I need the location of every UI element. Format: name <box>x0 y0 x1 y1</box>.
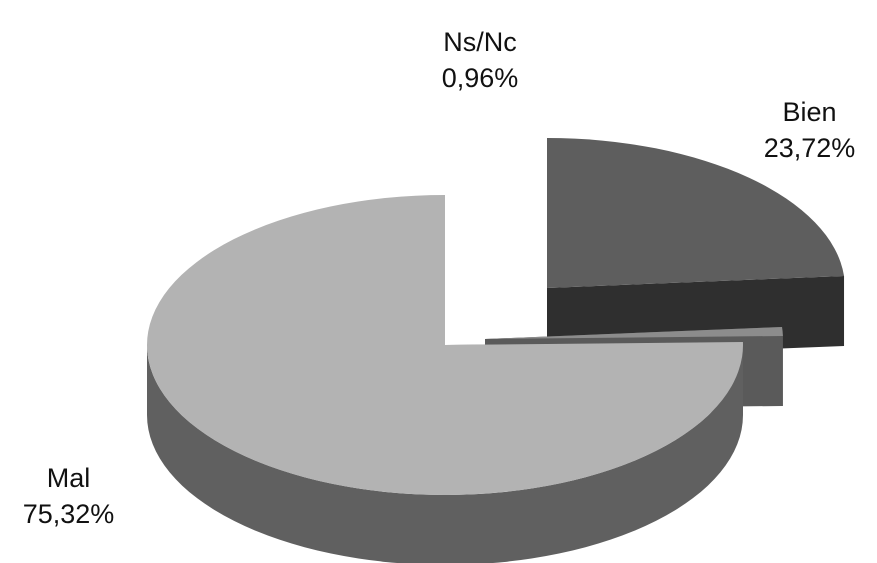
slice-label-ns-nc-name: Ns/Nc <box>443 27 517 57</box>
slice-label-bien-name: Bien <box>782 97 837 127</box>
slice-label-ns-nc-value: 0,96% <box>441 63 519 93</box>
pie-slice-mal <box>146 195 743 496</box>
slice-label-bien-value: 23,72% <box>763 133 856 163</box>
slice-label-mal-name: Mal <box>46 463 91 493</box>
pie-slice-bien <box>547 138 845 288</box>
slice-label-ns-nc: Ns/Nc 0,96% <box>410 24 550 96</box>
slice-label-bien: Bien 23,72% <box>742 94 877 166</box>
slice-label-mal: Mal 75,32% <box>6 460 131 532</box>
pie-slice-side-mal <box>147 345 743 563</box>
pie-slice-ns-nc <box>485 326 783 339</box>
slice-label-mal-value: 75,32% <box>22 499 115 529</box>
